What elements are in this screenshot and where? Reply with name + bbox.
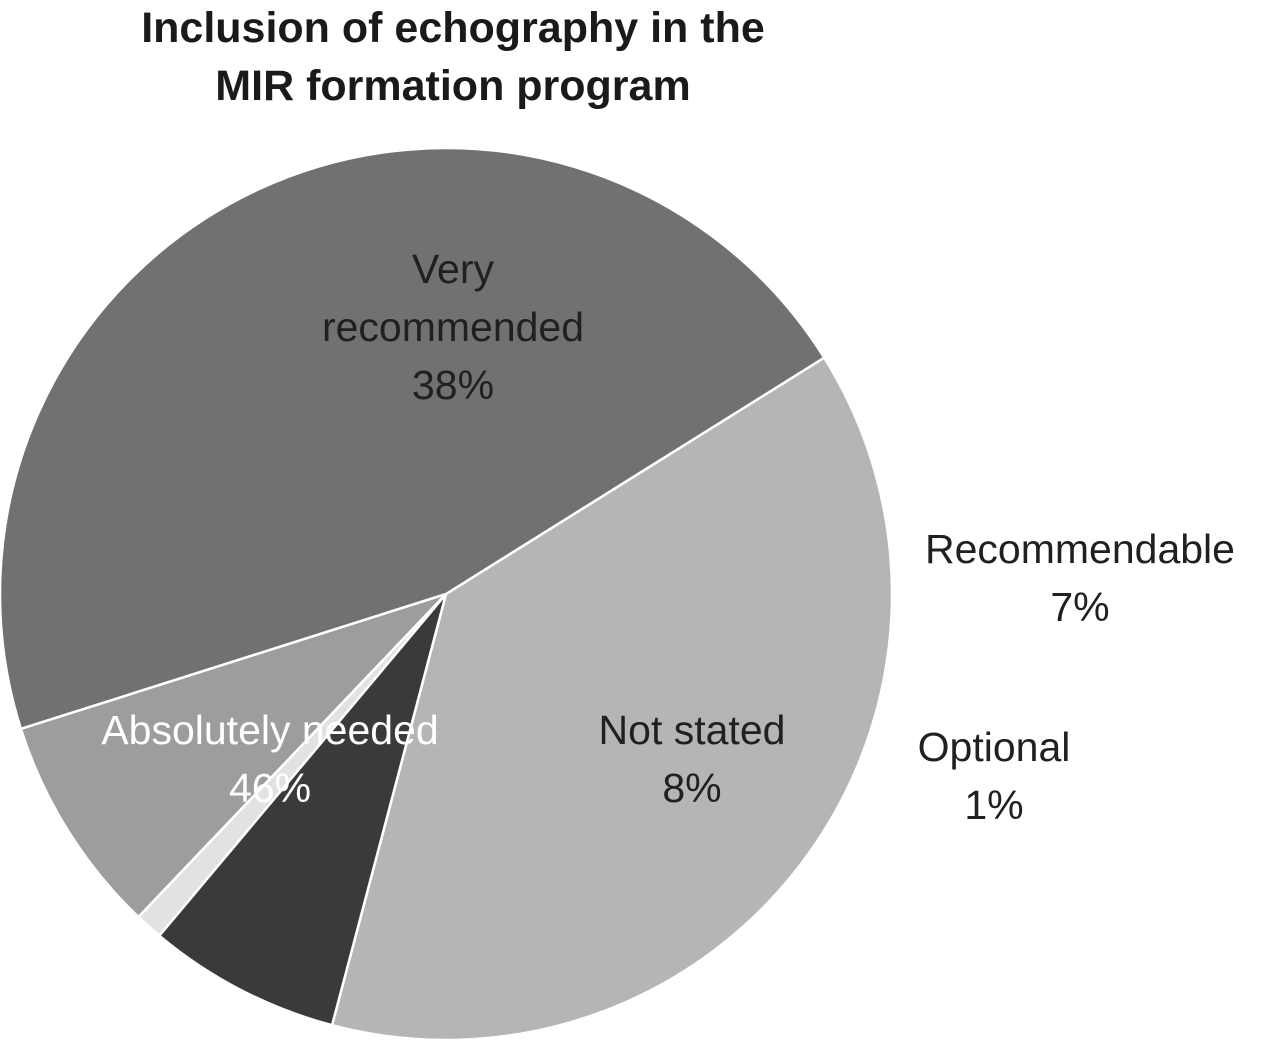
slice-category-label-recommendable: Recommendable (925, 526, 1235, 572)
slice-value-label-optional: 1% (964, 782, 1023, 828)
chart-title-line-1: Inclusion of echography in the (141, 4, 765, 52)
chart-title: Inclusion of echography in the MIR forma… (141, 4, 765, 110)
slice-value-label-recommendable: 7% (1050, 584, 1109, 630)
pie-slice-not-stated (19, 592, 447, 919)
pie-labels: Very recommended 38% Recommendable 7% Optiona… (101, 246, 1235, 828)
pie-slices (0, 146, 894, 1041)
slice-value-label-absolutely-needed: 46% (229, 765, 311, 811)
slice-category-label-very-recommended: recommended (322, 304, 584, 350)
slice-value-label-not-stated: 8% (662, 765, 721, 811)
slice-category-label-not-stated: Not stated (599, 707, 786, 753)
pie-slice-very-recommended (330, 355, 894, 1041)
chart-title-line-2: MIR formation program (215, 62, 690, 110)
slice-category-label-optional: Optional (918, 724, 1071, 770)
pie-slice-recommendable (157, 593, 448, 1027)
slice-value-label-very-recommended: 38% (412, 362, 494, 408)
slice-category-label-very-recommended: Very (412, 246, 495, 292)
slice-category-label-absolutely-needed: Absolutely needed (101, 707, 438, 753)
pie-slice-absolutely-needed (0, 146, 826, 731)
